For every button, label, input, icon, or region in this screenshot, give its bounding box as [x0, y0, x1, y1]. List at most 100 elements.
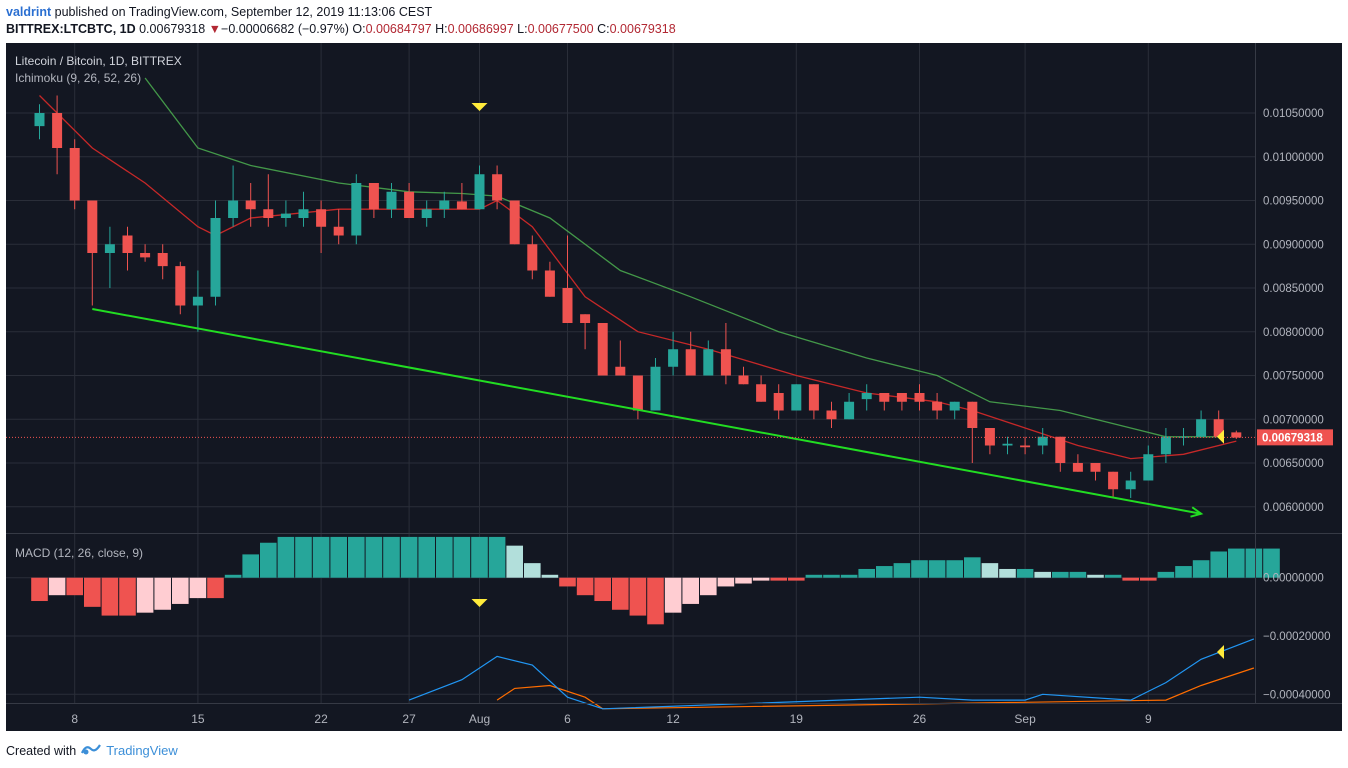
candle-body [791, 384, 802, 411]
macd-histogram-bar [928, 560, 946, 578]
symbol-label: BITTREX:LTCBTC, 1D [6, 22, 136, 36]
macd-histogram-bar [1052, 571, 1069, 578]
macd-histogram-bar [207, 577, 224, 599]
candles [34, 95, 1242, 498]
last-price: 0.00679318 [139, 22, 206, 36]
publish-line: valdrint published on TradingView.com, S… [6, 5, 432, 19]
macd-histogram-bar [981, 563, 999, 578]
candle-body [404, 191, 415, 218]
macd-histogram-bar [788, 577, 805, 581]
y-tick-label: 0.01050000 [1263, 108, 1324, 120]
candle-body [668, 349, 679, 367]
macd-histogram-bar [1087, 574, 1104, 578]
candle-body [949, 401, 960, 411]
macd-histogram-bar [1210, 551, 1227, 578]
candle-body [1055, 436, 1066, 463]
candle-body [351, 183, 362, 236]
candle-body [615, 366, 626, 376]
ichimoku-label: Ichimoku (9, 26, 52, 26) [15, 71, 141, 85]
macd-histogram-bar [612, 577, 629, 610]
y-tick-label: 0.00950000 [1263, 196, 1324, 208]
candle-body [544, 270, 555, 297]
candle-body [1002, 443, 1013, 446]
candle-body [650, 366, 661, 411]
candle-body [580, 314, 591, 323]
macd-histogram-bar [594, 577, 611, 602]
macd-histogram-bar [524, 563, 541, 578]
close-value: 0.00679318 [609, 22, 676, 36]
candle-body [228, 200, 239, 218]
candle-body [456, 201, 467, 210]
candle-body [632, 375, 643, 411]
macd-histogram-bar [119, 577, 136, 616]
tradingview-logo-icon [80, 742, 102, 759]
macd-histogram-bar [717, 577, 735, 587]
macd-histogram-bar [700, 577, 717, 596]
macd-histogram-bar [823, 574, 840, 578]
candle-body [316, 209, 327, 227]
tradingview-brand[interactable]: TradingView [106, 743, 178, 758]
x-tick-label: 12 [666, 712, 680, 726]
current-price-label: 0.00679318 [1262, 432, 1323, 444]
chart-container[interactable]: 0.00679318 8 15 22 27 Aug 6 12 19 26 Sep 9 0.006000… [6, 43, 1342, 731]
high-value: 0.00686997 [447, 22, 514, 36]
macd-histogram-bar [260, 542, 277, 578]
macd-histogram-bar [1104, 574, 1122, 578]
candle-body [245, 200, 256, 210]
open-label: O: [352, 22, 366, 36]
candle-body [69, 148, 80, 201]
candle-body [1213, 419, 1224, 437]
candle-body [773, 393, 784, 411]
macd-histogram-bar [664, 577, 682, 613]
macd-histogram-bar [964, 557, 981, 578]
x-tick-label: 27 [402, 712, 416, 726]
candle-body [1090, 463, 1101, 472]
candle-body [280, 213, 291, 218]
annotations: 0.00679318 [6, 103, 1333, 518]
candle-body [1160, 436, 1171, 455]
x-tick-label: 22 [314, 712, 328, 726]
macd-histogram-bar [101, 577, 119, 616]
candle-body [1231, 432, 1242, 438]
candle-body [474, 174, 485, 210]
macd-histogram-bar [400, 536, 418, 578]
macd-histogram-bar [1175, 566, 1192, 578]
trendline-arrowhead-icon [1190, 506, 1204, 518]
macd-histogram-bar [682, 577, 699, 604]
candle-body [896, 393, 907, 402]
candle-body [1072, 463, 1083, 472]
macd-histogram-bar [1228, 548, 1245, 578]
candle-body [157, 253, 168, 267]
axes: 8 15 22 27 Aug 6 12 19 26 Sep 9 0.00600000 0.0065000… [6, 43, 1342, 726]
author-name[interactable]: valdrint [6, 5, 52, 19]
macd-histogram-bar [418, 536, 435, 578]
macd-histogram-bar [242, 554, 259, 578]
macd-histogram-bar [1157, 571, 1175, 578]
chart-title: Litecoin / Bitcoin, 1D, BITTREX [15, 54, 182, 68]
macd-histogram-bar [1140, 577, 1157, 581]
candle-body [368, 183, 379, 210]
macd-histogram-bar [559, 577, 576, 587]
footer: Created with TradingView [6, 742, 178, 759]
chart-svg[interactable]: 0.00679318 8 15 22 27 Aug 6 12 19 26 Sep 9 0.006000… [6, 43, 1342, 731]
macd-histogram-bar [224, 574, 242, 578]
macd-tick-label: 0.00000000 [1263, 573, 1324, 585]
x-tick-label: 9 [1145, 712, 1152, 726]
macd-histogram-bar [576, 577, 594, 596]
macd-histogram-bar [876, 566, 893, 578]
x-tick-label: 6 [564, 712, 571, 726]
high-label: H: [435, 22, 448, 36]
candle-body [1143, 454, 1154, 481]
macd-histogram-bar [541, 574, 559, 578]
macd-histogram-bar [154, 577, 171, 610]
x-tick-label: 8 [71, 712, 78, 726]
macd-histogram-bar [172, 577, 189, 604]
candle-body [140, 253, 151, 258]
change-value: −0.00006682 (−0.97%) [221, 22, 349, 36]
macd-histogram-bar [999, 568, 1016, 578]
candle-body [914, 393, 925, 402]
y-tick-label: 0.00650000 [1263, 458, 1324, 470]
open-value: 0.00684797 [365, 22, 432, 36]
candle-body [386, 191, 397, 210]
macd-histogram-bar [312, 536, 330, 578]
